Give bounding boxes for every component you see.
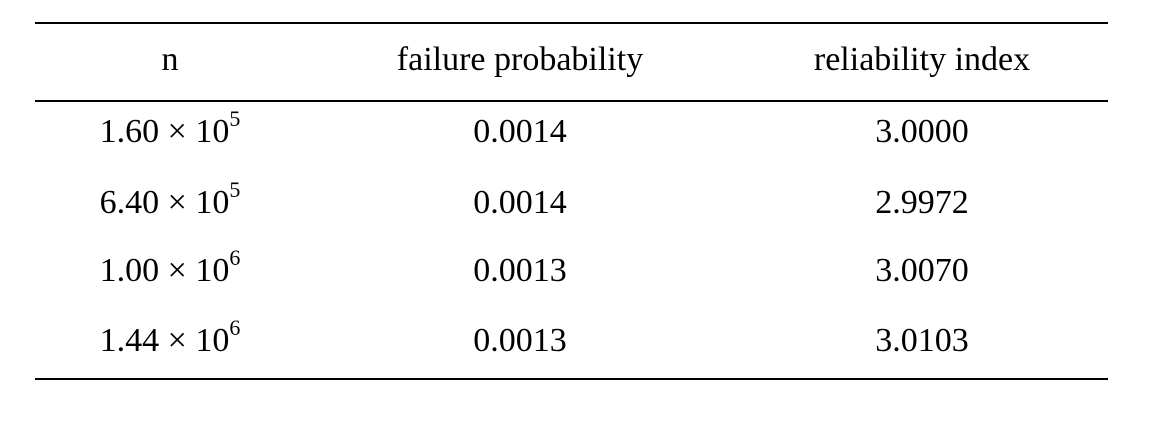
- cell: 0.0013: [473, 322, 567, 359]
- exponent: 5: [229, 106, 240, 131]
- cell: 1.44 × 106: [100, 315, 241, 359]
- mantissa: 1.60 × 10: [100, 113, 230, 150]
- exponent: 6: [229, 245, 240, 270]
- mantissa: 6.40 × 10: [100, 184, 230, 221]
- cell: 1.60 × 105: [100, 106, 241, 150]
- mantissa: 1.00 × 10: [100, 252, 230, 289]
- cell: 0.0014: [473, 113, 567, 150]
- cell: 0.0014: [473, 184, 567, 221]
- header-cell: failure probability: [397, 41, 643, 78]
- cell: 1.00 × 106: [100, 245, 241, 289]
- cell: 0.0013: [473, 252, 567, 289]
- exponent: 5: [229, 177, 240, 202]
- header-cell: reliability index: [814, 41, 1030, 78]
- cell: 3.0070: [875, 252, 969, 289]
- cell: 3.0000: [875, 113, 969, 150]
- mantissa: 1.44 × 10: [100, 322, 230, 359]
- exponent: 6: [229, 315, 240, 340]
- cell: 2.9972: [875, 184, 969, 221]
- cell: 3.0103: [875, 322, 969, 359]
- header-cell: n: [162, 41, 179, 78]
- cell: 6.40 × 105: [100, 177, 241, 221]
